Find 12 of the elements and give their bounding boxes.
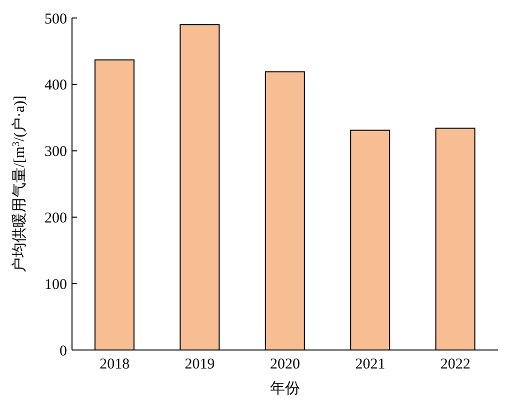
x-tick-label: 2022 <box>440 356 470 373</box>
x-tick-label: 2020 <box>270 356 300 373</box>
x-tick-label: 2019 <box>184 356 215 373</box>
x-axis-title: 年份 <box>270 380 300 397</box>
y-tick-label: 400 <box>44 78 67 94</box>
y-tick-label: 0 <box>60 343 67 360</box>
x-tick-label: 2018 <box>100 356 130 373</box>
y-tick-label: 500 <box>44 11 67 28</box>
y-tick-label: 100 <box>44 276 67 293</box>
x-tick-label: 2021 <box>355 356 386 373</box>
y-tick-label: 300 <box>44 144 67 160</box>
y-tick-label: 200 <box>44 210 67 227</box>
